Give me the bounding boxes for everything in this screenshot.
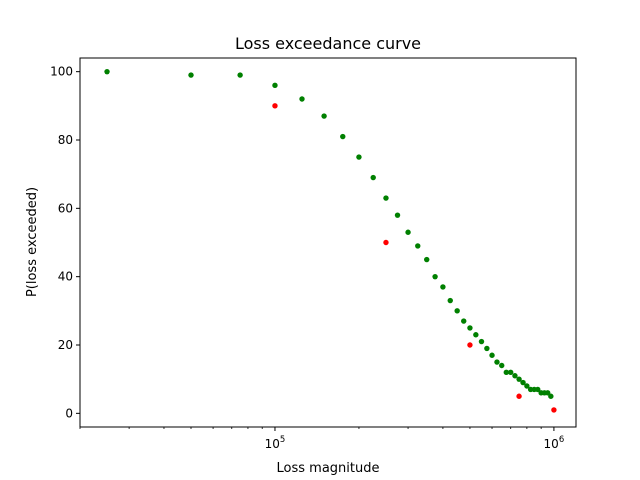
data-point: [467, 342, 473, 348]
data-point: [473, 332, 479, 338]
data-point: [188, 72, 194, 78]
data-point: [508, 369, 514, 376]
y-tick-label: 40: [58, 270, 73, 284]
data-point: [535, 386, 541, 393]
data-point: [424, 256, 430, 263]
data-point: [454, 308, 460, 314]
data-point: [524, 383, 530, 389]
data-point: [478, 338, 485, 345]
data-point: [499, 362, 505, 369]
data-point: [272, 82, 278, 89]
data-point: [237, 72, 243, 78]
data-point: [467, 325, 473, 331]
data-point: [548, 393, 554, 399]
data-point: [520, 379, 526, 386]
data-point: [545, 390, 551, 396]
plot-background: [80, 58, 576, 427]
data-point: [484, 345, 490, 352]
plot-frame: [79, 57, 577, 428]
chart-title: Loss exceedance curve: [235, 34, 421, 53]
data-point: [516, 376, 522, 382]
data-point: [447, 297, 453, 304]
data-point: [321, 113, 327, 119]
data-point: [516, 393, 522, 399]
data-point: [383, 239, 389, 246]
y-tick-label: 60: [58, 201, 73, 215]
data-points: [104, 68, 557, 413]
data-point: [272, 103, 278, 109]
data-point: [512, 373, 518, 379]
y-tick-label: 20: [58, 338, 73, 352]
data-point: [356, 154, 362, 160]
x-axis: 105 106: [79, 427, 565, 451]
x-tick-label: 106: [544, 435, 565, 451]
x-tick-label: 105: [265, 435, 286, 451]
data-point: [432, 273, 438, 280]
data-point: [551, 407, 557, 413]
y-tick-label: 0: [65, 406, 73, 420]
data-point: [440, 284, 446, 290]
data-point: [340, 133, 346, 140]
data-point: [104, 68, 110, 75]
y-tick-label: 80: [58, 133, 73, 147]
y-axis: 0 20 40 60 80 100: [50, 65, 80, 420]
data-point: [461, 318, 467, 324]
data-point: [494, 359, 500, 365]
y-axis-label: P(loss exceeded): [25, 187, 40, 297]
x-axis-label: Loss magnitude: [277, 461, 380, 476]
data-point: [299, 96, 305, 102]
y-tick-label: 100: [50, 65, 73, 79]
data-point: [383, 195, 389, 201]
data-point: [370, 174, 376, 181]
data-point: [415, 243, 421, 249]
data-point: [394, 212, 401, 218]
data-point: [489, 352, 495, 358]
data-point: [503, 369, 509, 376]
data-point: [405, 229, 411, 235]
